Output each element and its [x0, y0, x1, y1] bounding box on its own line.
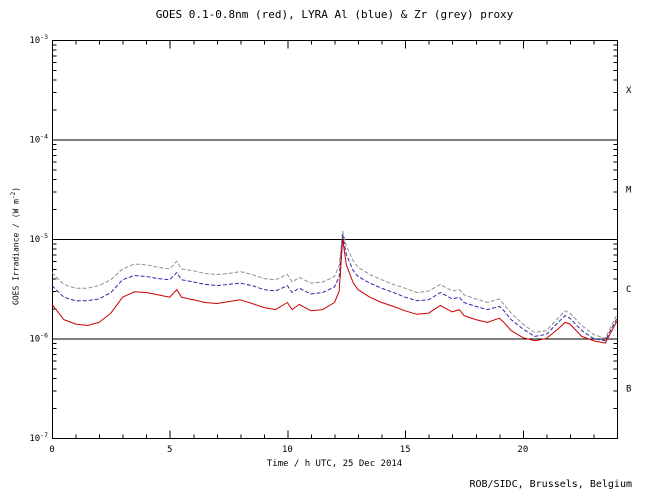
chart-title: GOES 0.1-0.8nm (red), LYRA Al (blue) & Z…	[155, 8, 514, 21]
series-lyra-al-proxy	[51, 234, 618, 342]
x-tick-label: 15	[400, 445, 411, 455]
y-tick-label: 10-6	[29, 332, 48, 345]
x-tick-label: 10	[282, 445, 293, 455]
x-tick-label: 20	[517, 445, 528, 455]
y-axis-label-exponent: -2	[10, 191, 17, 200]
flare-class-label: M	[626, 185, 632, 195]
x-tick-label: 5	[167, 445, 172, 455]
series-goes-0-1-0-8nm	[51, 238, 618, 344]
y-axis-label-suffix: )	[11, 186, 21, 192]
y-tick-exponent: -5	[40, 232, 48, 240]
credit-text: ROB/SIDC, Brussels, Belgium	[469, 479, 632, 490]
y-tick-base: 10	[29, 136, 40, 146]
y-tick-exponent: -6	[40, 332, 48, 340]
y-tick-base: 10	[29, 235, 40, 245]
y-tick-base: 10	[29, 434, 40, 444]
flare-class-label: C	[626, 285, 631, 295]
y-axis-label: GOES Irradiance / (W m-2)	[10, 187, 21, 305]
series-group	[51, 230, 618, 344]
y-tick-base: 10	[29, 335, 40, 345]
y-tick-label: 10-3	[29, 33, 48, 46]
y-axis-label-text: GOES Irradiance / (W m	[11, 199, 21, 305]
y-tick-exponent: -3	[40, 33, 48, 41]
y-tick-exponent: -4	[40, 133, 48, 141]
y-tick-label: 10-7	[29, 431, 48, 444]
flare-class-label: B	[626, 384, 631, 394]
x-tick-label: 0	[49, 445, 54, 455]
series-lyra-zr-proxy	[51, 230, 618, 339]
flare-class-label: X	[626, 86, 632, 96]
y-tick-label: 10-5	[29, 232, 48, 245]
x-axis-label: Time / h UTC, 25 Dec 2014	[266, 459, 403, 469]
axes	[52, 40, 618, 439]
y-tick-exponent: -7	[40, 431, 48, 439]
y-tick-base: 10	[29, 36, 40, 46]
y-tick-label: 10-4	[29, 133, 48, 146]
